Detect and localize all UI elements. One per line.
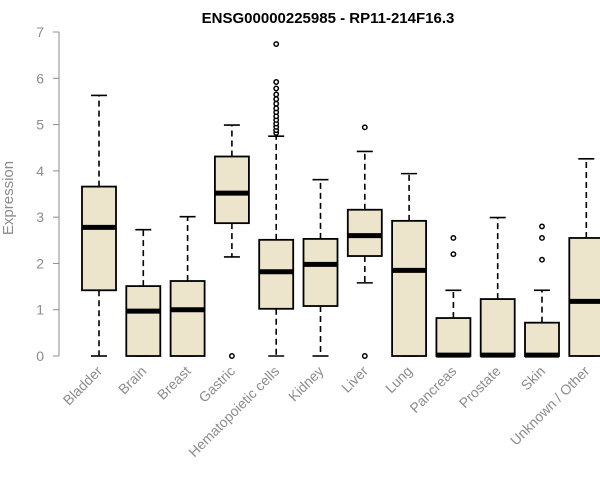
y-tick-label: 2 [36, 255, 44, 271]
box-bladder [81, 94, 117, 357]
outlier-point [273, 85, 280, 92]
outlier-point [450, 235, 457, 241]
box-iqr [125, 285, 162, 357]
box-iqr [81, 185, 117, 292]
outlier-point [273, 91, 280, 98]
outlier-point [539, 223, 545, 230]
x-tick-label: Unknown / Other [507, 363, 593, 449]
box-iqr [258, 238, 295, 310]
outlier-point [228, 353, 235, 359]
x-tick-label: Pancreas [406, 363, 459, 416]
box-breast [169, 215, 206, 357]
x-tick-label: Lung [382, 363, 415, 396]
box-liver [346, 124, 383, 359]
box-iqr [435, 317, 472, 357]
y-tick-label: 6 [36, 70, 44, 86]
box-skin [524, 223, 560, 358]
box-kidney [302, 178, 339, 357]
box-prostate [479, 216, 516, 358]
x-tick-label: Breast [154, 363, 194, 403]
outlier-point [539, 256, 545, 263]
outlier-point [361, 124, 368, 131]
box-iqr [391, 219, 428, 357]
boxplot-series [81, 41, 600, 359]
outlier-point [273, 41, 280, 47]
x-tick-label: Brain [115, 363, 149, 397]
x-tick-label: Bladder [60, 363, 106, 409]
outlier-point [273, 96, 280, 103]
outlier-point [273, 100, 280, 107]
x-tick-label: Kidney [285, 363, 327, 405]
x-tick-label: Gastric [195, 363, 238, 406]
x-tick-label: Skin [518, 363, 549, 394]
y-tick-label: 4 [36, 163, 44, 179]
box-iqr [169, 280, 206, 357]
y-tick-label: 5 [36, 117, 44, 133]
y-axis-ticks: 0 1 2 3 4 5 6 7 [36, 24, 59, 364]
box-iqr [568, 237, 600, 357]
y-tick-label: 3 [36, 209, 44, 225]
outlier-point [273, 79, 280, 85]
box-brain [125, 228, 162, 357]
box-gastric [213, 124, 250, 359]
x-tick-label: Liver [338, 363, 371, 396]
box-hematopoietic-cells [258, 41, 295, 357]
box-iqr [302, 237, 339, 307]
chart-title: ENSG00000225985 - RP11-214F16.3 [202, 10, 455, 27]
outlier-point [539, 235, 545, 241]
box-iqr [346, 208, 383, 257]
box-iqr [213, 155, 250, 225]
outlier-point [450, 251, 457, 258]
box-pancreas [435, 235, 472, 358]
outlier-point [273, 105, 280, 112]
y-tick-label: 7 [36, 24, 44, 40]
y-tick-label: 1 [36, 302, 44, 318]
box-iqr [479, 298, 516, 357]
x-tick-label: Prostate [456, 363, 504, 411]
box-lung [391, 172, 428, 357]
y-tick-label: 0 [36, 348, 44, 364]
outlier-point [361, 353, 368, 359]
y-axis-label: Expression [0, 161, 17, 235]
box-iqr [524, 321, 560, 357]
box-unknown-other [568, 158, 600, 357]
